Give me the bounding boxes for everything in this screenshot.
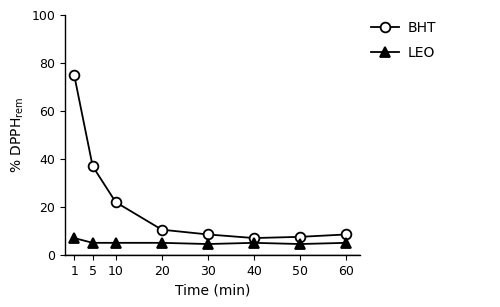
LEO: [343, 241, 349, 245]
LEO: [71, 236, 77, 240]
BHT: [112, 200, 118, 204]
LEO: [90, 241, 96, 245]
BHT: [159, 228, 165, 231]
X-axis label: Time (min): Time (min): [175, 283, 250, 297]
Y-axis label: % DPPH$_{\mathregular{rem}}$: % DPPH$_{\mathregular{rem}}$: [10, 97, 26, 173]
BHT: [297, 235, 303, 239]
Line: BHT: BHT: [70, 70, 351, 243]
BHT: [71, 73, 77, 77]
BHT: [90, 164, 96, 168]
LEO: [297, 242, 303, 246]
LEO: [205, 242, 211, 246]
LEO: [112, 241, 118, 245]
BHT: [251, 236, 257, 240]
Legend: BHT, LEO: BHT, LEO: [366, 15, 442, 66]
BHT: [343, 233, 349, 236]
LEO: [251, 241, 257, 245]
Line: LEO: LEO: [70, 233, 351, 249]
BHT: [205, 233, 211, 236]
LEO: [159, 241, 165, 245]
